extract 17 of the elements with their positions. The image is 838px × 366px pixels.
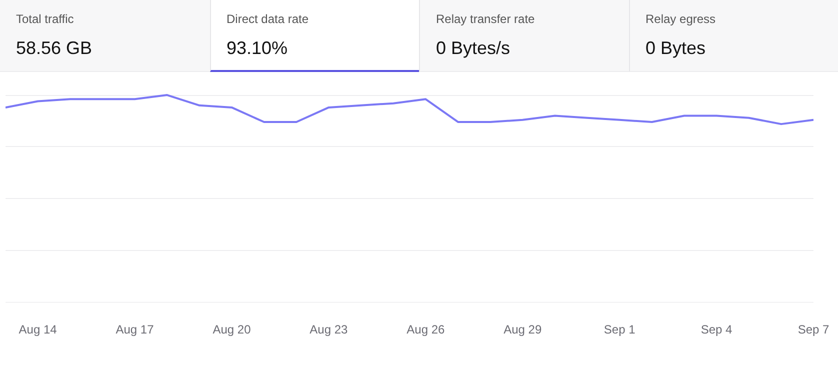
text: Relay egress bbox=[646, 11, 717, 28]
text: 93.10% bbox=[226, 37, 289, 60]
x-tick-label: Aug 23 bbox=[310, 322, 348, 336]
x-tick-label: Sep 4 bbox=[700, 322, 733, 336]
text: Direct data rate bbox=[226, 11, 310, 28]
text: 0 Bytes/s bbox=[436, 37, 512, 60]
text: Total traffic bbox=[16, 11, 75, 28]
text: 0 Bytes bbox=[646, 37, 707, 60]
x-tick-label: Aug 17 bbox=[116, 322, 154, 336]
x-tick-label: Aug 26 bbox=[406, 322, 446, 336]
x-tick-label: Sep 1 bbox=[604, 322, 636, 336]
text: Relay transfer rate bbox=[436, 11, 536, 28]
x-tick-label: Aug 14 bbox=[18, 322, 58, 336]
text: 58.56 GB bbox=[16, 37, 94, 60]
x-tick-label: Sep 7 bbox=[798, 322, 830, 336]
x-tick-label: Aug 29 bbox=[504, 322, 542, 336]
x-tick-label: Aug 20 bbox=[212, 322, 252, 336]
